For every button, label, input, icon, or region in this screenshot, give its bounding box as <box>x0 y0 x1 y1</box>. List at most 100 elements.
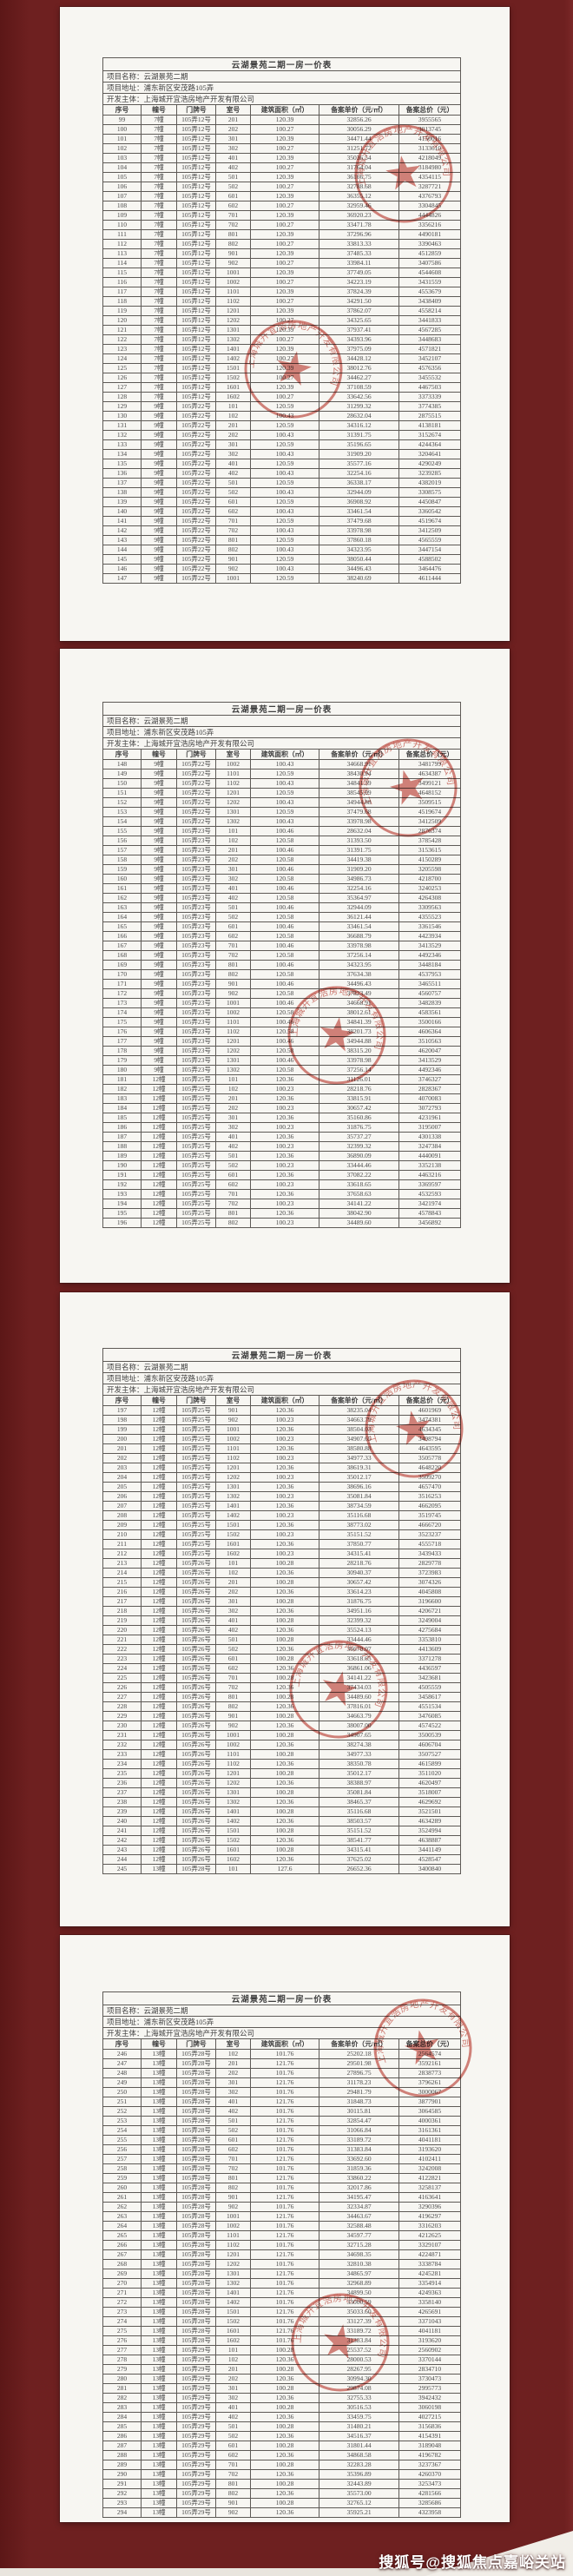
price-cell: 100.23 <box>250 1529 319 1540</box>
price-cell: 248 <box>102 2068 142 2078</box>
price-cell: 150 <box>102 778 142 789</box>
price-cell: 901 <box>215 1711 251 1721</box>
price-row: 156 9幢 105弄23号 102 120.58 31393.50 3785428 <box>102 836 462 846</box>
price-row: 140 9幢 105弄22号 602 100.43 33461.54 3360542 <box>102 506 462 517</box>
price-cell: 12幢 <box>141 1644 177 1655</box>
col-header-room: 室号 <box>215 104 251 116</box>
price-row: 154 9幢 105弄22号 1302 100.43 33978.98 3412509 <box>102 816 462 827</box>
price-cell: 129 <box>102 401 142 412</box>
price-cell: 209 <box>102 1520 142 1530</box>
price-cell: 101.76 <box>250 2335 319 2346</box>
price-cell: 4150016 <box>398 134 462 144</box>
price-cell: 502 <box>215 1644 251 1655</box>
price-cell: 4620497 <box>398 1778 462 1788</box>
price-cell: 1101 <box>215 1443 251 1454</box>
price-row: 182 12幢 105弄25号 102 100.23 28218.76 2828367 <box>102 1084 462 1094</box>
price-cell: 105弄23号 <box>176 874 216 884</box>
price-cell: 37479.68 <box>319 516 399 526</box>
price-cell: 13幢 <box>141 2221 177 2231</box>
price-cell: 35364.97 <box>319 893 399 903</box>
price-cell: 13幢 <box>141 2402 177 2413</box>
price-cell: 4662095 <box>398 1501 462 1511</box>
price-cell: 4571821 <box>398 344 462 354</box>
price-cell: 28218.76 <box>319 1558 399 1569</box>
price-cell: 105弄25号 <box>176 1160 216 1171</box>
col-header-total-price: 备案总价（元） <box>398 104 462 116</box>
price-cell: 12幢 <box>141 1482 177 1492</box>
price-cell: 1602 <box>215 1854 251 1865</box>
price-cell: 100.27 <box>250 373 319 383</box>
price-row: 200 12幢 105弄25号 1002 100.23 34907.65 3498794 <box>102 1434 462 1444</box>
price-cell: 243 <box>102 1845 142 1855</box>
price-row: 117 7幢 105弄12号 1101 120.39 37824.39 4553679 <box>102 287 462 297</box>
price-cell: 4588502 <box>398 554 462 565</box>
price-cell: 4565559 <box>398 535 462 545</box>
price-row: 139 9幢 105弄22号 601 120.59 36908.92 4450847 <box>102 497 462 507</box>
price-cell: 1102 <box>215 1453 251 1463</box>
price-row: 169 9幢 105弄23号 801 100.46 34323.95 3448184 <box>102 960 462 970</box>
price-cell: 255 <box>102 2135 142 2145</box>
price-cell: 100.23 <box>250 1199 319 1209</box>
price-row: 101 7幢 105弄12号 301 120.39 34471.44 4150016 <box>102 134 462 144</box>
price-cell: 120.36 <box>250 1093 319 1104</box>
price-cell: 203 <box>102 1463 142 1473</box>
price-cell: 201 <box>215 420 251 431</box>
project-address-row: 项目地址：浦东新区安茂路105弄 <box>102 2016 462 2028</box>
price-cell: 3412509 <box>398 816 462 827</box>
price-cell: 105弄25号 <box>176 1179 216 1190</box>
price-cell: 100.28 <box>250 1673 319 1683</box>
price-cell: 13幢 <box>141 2479 177 2489</box>
price-cell: 13幢 <box>141 2297 177 2308</box>
price-cell: 33614.23 <box>319 1587 399 1597</box>
price-cell: 105弄12号 <box>176 239 216 249</box>
price-cell: 302 <box>215 874 251 884</box>
price-cell: 801 <box>215 2479 251 2489</box>
price-cell: 267 <box>102 2249 142 2260</box>
price-cell: 105弄12号 <box>176 334 216 345</box>
price-cell: 9幢 <box>141 487 177 498</box>
price-cell: 32959.46 <box>319 201 399 211</box>
price-cell: 12幢 <box>141 1405 177 1416</box>
price-cell: 37256.14 <box>319 1065 399 1075</box>
price-row: 205 12幢 105弄25号 1301 120.36 38696.16 4657470 <box>102 1482 462 1492</box>
price-cell: 105弄12号 <box>176 153 216 163</box>
price-cell: 100.27 <box>250 315 319 326</box>
price-cell: 105弄25号 <box>176 1463 216 1473</box>
price-cell: 283 <box>102 2402 142 2413</box>
price-cell: 100.28 <box>250 1577 319 1588</box>
price-cell: 201 <box>215 1093 251 1104</box>
price-cell: 149 <box>102 769 142 779</box>
price-cell: 231 <box>102 1730 142 1740</box>
price-cell: 601 <box>215 1654 251 1664</box>
price-cell: 100.28 <box>250 2364 319 2375</box>
price-cell: 105弄25号 <box>176 1491 216 1502</box>
price-row: 186 12幢 105弄25号 302 100.23 31876.75 3195007 <box>102 1122 462 1133</box>
price-row: 168 9幢 105弄23号 702 120.58 37256.14 4492346 <box>102 950 462 961</box>
price-cell: 13幢 <box>141 2421 177 2432</box>
price-cell: 702 <box>215 2469 251 2480</box>
price-cell: 180 <box>102 1065 142 1075</box>
price-cell: 202 <box>215 855 251 865</box>
price-cell: 4634289 <box>398 1816 462 1826</box>
col-header-building: 幢号 <box>141 749 177 760</box>
price-row: 217 12幢 105弄26号 301 100.28 31876.75 3196600 <box>102 1596 462 1607</box>
price-row: 102 7幢 105弄12号 302 100.27 31251.72 3133610 <box>102 143 462 154</box>
price-cell: 7幢 <box>141 258 177 268</box>
price-cell: 12幢 <box>141 1854 177 1865</box>
developer-value: 上海城开宜浩房地产开发有限公司 <box>143 95 255 103</box>
price-cell: 4436597 <box>398 1663 462 1674</box>
price-cell: 12幢 <box>141 1424 177 1435</box>
price-cell: 3253473 <box>398 2479 462 2489</box>
price-cell: 105弄23号 <box>176 836 216 846</box>
price-cell: 37862.07 <box>319 306 399 316</box>
price-cell: 1101 <box>215 1749 251 1760</box>
price-row: 242 12幢 105弄26号 1502 120.36 38541.77 4638887 <box>102 1835 462 1846</box>
price-row: 194 12幢 105弄25号 702 100.23 34141.22 3421974 <box>102 1199 462 1209</box>
price-cell: 1502 <box>215 2316 251 2327</box>
price-cell: 32788.68 <box>319 182 399 192</box>
price-cell: 34316.12 <box>319 420 399 431</box>
price-cell: 101.76 <box>250 2278 319 2289</box>
price-cell: 105弄26号 <box>176 1778 216 1788</box>
price-cell: 9幢 <box>141 1017 177 1027</box>
price-cell: 121.76 <box>250 2249 319 2260</box>
